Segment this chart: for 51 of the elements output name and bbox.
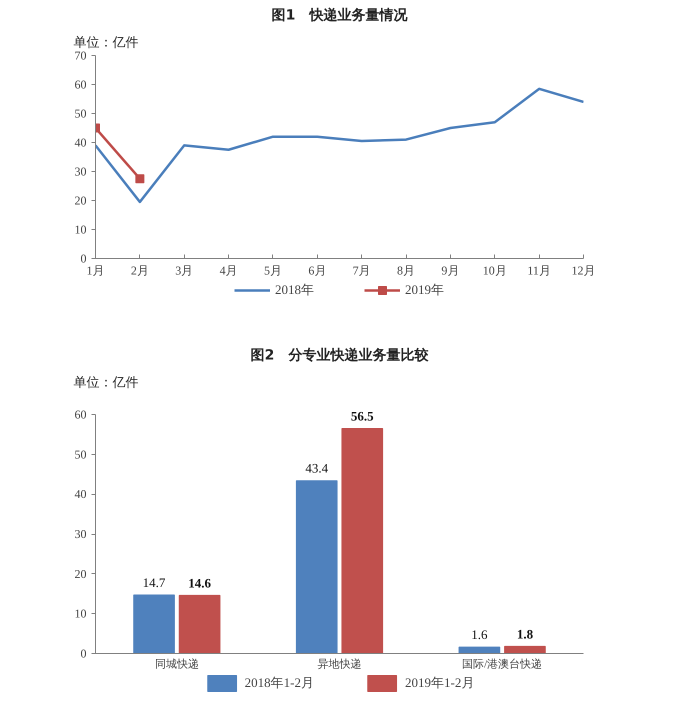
chart-title: 图1 快递业务量情况 bbox=[272, 6, 408, 24]
y-axis-title: 单位：亿件 bbox=[74, 36, 138, 50]
legend-label: 2019年 bbox=[405, 281, 444, 299]
x-tick-label: 2月 bbox=[130, 264, 149, 278]
x-tick-label: 5月 bbox=[264, 264, 282, 278]
x-tick-label: 12月 bbox=[572, 264, 596, 278]
bar bbox=[504, 646, 546, 654]
x-tick-label: 3月 bbox=[175, 264, 194, 278]
y-tick-label: 10 bbox=[74, 606, 86, 621]
bar bbox=[296, 480, 338, 654]
data-label: 14.6 bbox=[188, 575, 212, 590]
x-tick-label: 6月 bbox=[308, 264, 326, 278]
bar bbox=[341, 428, 384, 654]
legend-label: 2018年1-2月 bbox=[244, 674, 314, 692]
y-tick-label: 40 bbox=[74, 136, 86, 150]
data-label: 56.5 bbox=[350, 408, 374, 424]
bar bbox=[178, 594, 220, 654]
y-tick-label: 0 bbox=[80, 252, 86, 266]
y-tick-label: 50 bbox=[74, 106, 86, 120]
y-tick-label: 10 bbox=[74, 222, 86, 236]
legend-label: 2018年 bbox=[275, 281, 314, 299]
y-tick-label: 40 bbox=[74, 487, 86, 502]
x-tick-label: 国际/港澳台快递 bbox=[462, 658, 542, 670]
y-tick-label: 20 bbox=[74, 566, 86, 581]
y-tick-label: 60 bbox=[74, 408, 86, 422]
y-tick-label: 60 bbox=[74, 78, 86, 92]
y-tick-label: 0 bbox=[80, 646, 86, 660]
bar bbox=[133, 594, 175, 654]
data-label: 1.8 bbox=[516, 626, 534, 642]
x-tick-label: 10月 bbox=[482, 264, 507, 278]
data-label: 14.7 bbox=[142, 574, 166, 590]
x-tick-label: 同城快递 bbox=[154, 658, 199, 670]
x-tick-label: 4月 bbox=[220, 264, 238, 278]
x-tick-label: 8月 bbox=[397, 264, 416, 278]
y-tick-label: 30 bbox=[74, 164, 86, 178]
y-tick-label: 70 bbox=[74, 48, 86, 62]
y-tick-label: 20 bbox=[74, 194, 86, 208]
bar bbox=[458, 646, 500, 654]
x-tick-label: 9月 bbox=[441, 264, 460, 278]
chart-title: 图2 分专业快递业务量比较 bbox=[250, 346, 430, 364]
y-axis-title: 单位：亿件 bbox=[74, 376, 138, 390]
x-tick-label: 异地快递 bbox=[318, 658, 362, 670]
x-tick-label: 7月 bbox=[352, 264, 371, 278]
y-tick-label: 30 bbox=[74, 527, 86, 542]
data-label: 1.6 bbox=[471, 627, 488, 642]
data-label: 43.4 bbox=[305, 460, 329, 476]
x-tick-label: 11月 bbox=[527, 264, 551, 278]
x-tick-label: 1月 bbox=[86, 264, 104, 278]
y-tick-label: 50 bbox=[74, 447, 86, 462]
line-series bbox=[96, 88, 584, 204]
legend-label: 2019年1-2月 bbox=[405, 674, 474, 692]
